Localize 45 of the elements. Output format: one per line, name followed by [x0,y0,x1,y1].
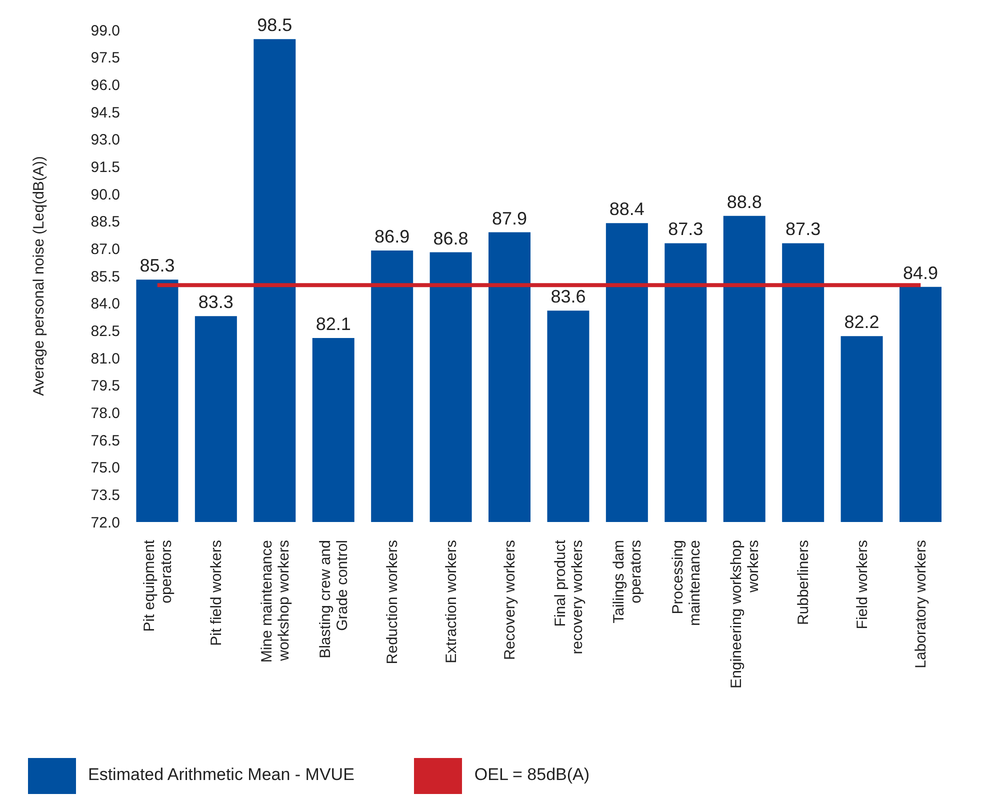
y-tick-label: 79.5 [90,378,120,395]
y-tick-label: 78.0 [90,404,120,422]
y-tick-label: 99.0 [90,22,120,40]
x-tick-label: Pit equipment operators [140,539,175,632]
y-tick-label: 85.5 [90,268,120,286]
data-label: 98.5 [257,15,292,36]
x-tick-label: Recovery workers [502,540,519,660]
data-label: 88.8 [726,192,762,212]
data-label: 88.4 [609,199,644,220]
y-tick-label: 82.5 [90,322,120,340]
x-tick-label: Final product recovery workers [552,539,586,654]
data-label: 82.2 [844,312,880,332]
y-tick-label: 94.5 [90,104,120,122]
x-tick-label: Rubberliners [795,540,812,626]
y-tick-label: 81.0 [90,350,120,368]
legend-label: Estimated Arithmetic Mean - MVUE [88,765,354,784]
y-tick-label: 91.5 [90,158,120,176]
y-tick-label: 87.0 [90,240,120,258]
y-tick-label: 97.5 [90,50,120,67]
y-tick-label: 93.0 [90,132,120,149]
x-tick-label: Extraction workers [442,540,460,664]
y-tick-label: 90.0 [90,186,120,204]
data-label: 82.1 [316,314,351,334]
y-axis-title: Average personal noise (Leq(dB(A)) [30,156,48,396]
y-tick-label: 72.0 [90,514,120,532]
data-label: 87.3 [786,219,821,240]
y-tick-label: 73.5 [90,486,120,504]
y-tick-label: 96.0 [90,76,120,94]
data-label: 86.8 [433,228,468,248]
data-label: 86.9 [374,226,410,246]
data-label: 85.3 [140,256,175,276]
data-label: 83.3 [198,292,234,312]
data-label: 84.9 [902,262,938,283]
y-tick-label: 84.0 [90,296,120,313]
data-label: 87.9 [492,208,528,228]
data-label: 83.6 [550,286,586,307]
x-tick-label: Reduction workers [384,540,402,664]
legend-label: OEL = 85dB(A) [474,765,590,784]
y-tick-label: 88.5 [90,214,120,231]
y-tick-label: 75.0 [90,460,120,477]
x-tick-label: Laboratory workers [912,540,930,668]
x-tick-label: Field workers [854,540,871,630]
data-label: 87.3 [668,219,704,240]
y-tick-label: 76.5 [90,432,120,450]
x-tick-label: Pit field workers [208,540,226,646]
